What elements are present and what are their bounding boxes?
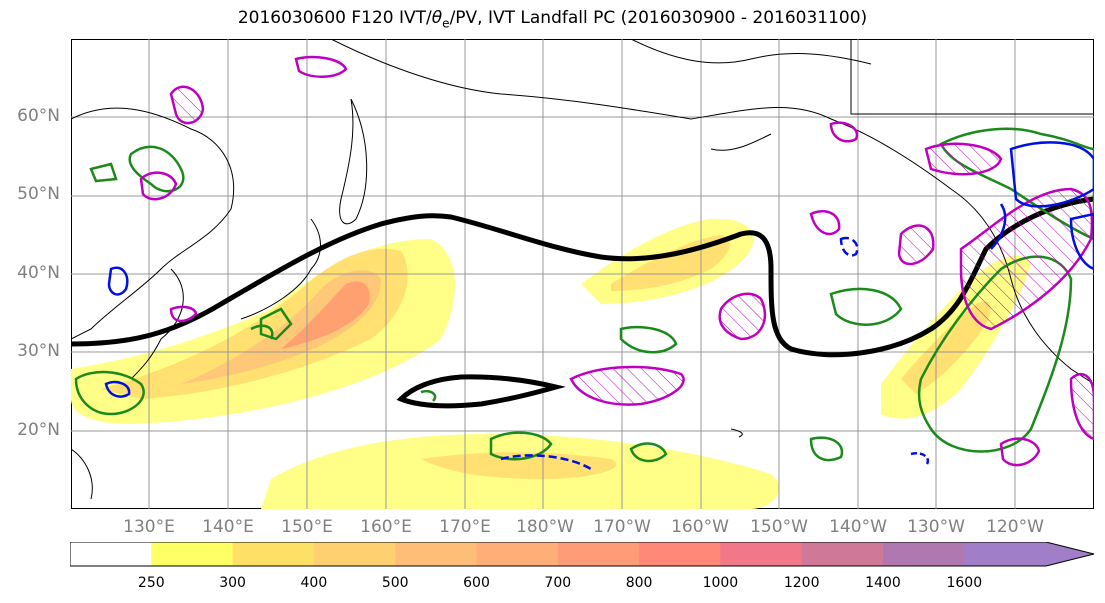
lon-label-170e: 170°E bbox=[439, 517, 491, 537]
colorbar-segment bbox=[557, 542, 640, 566]
colorbar-tick-label: 1200 bbox=[783, 575, 820, 591]
colorbar-tick-label: 700 bbox=[544, 575, 572, 591]
lon-label-160w: 160°W bbox=[671, 517, 729, 537]
colorbar-segment bbox=[639, 542, 721, 566]
colorbar-tick-label: 1400 bbox=[865, 575, 901, 591]
lon-label-180w: 180°W bbox=[516, 517, 574, 537]
colorbar-tick-label: 250 bbox=[137, 575, 165, 591]
colorbar-segment bbox=[801, 542, 884, 566]
lon-label-140w: 140°W bbox=[829, 517, 887, 537]
colorbar-segment bbox=[70, 542, 152, 566]
colorbar-tick-label: 1000 bbox=[702, 575, 739, 591]
ivt-shading bbox=[71, 218, 1031, 509]
lon-label-150e: 150°E bbox=[281, 517, 333, 537]
colorbar-tick-label: 800 bbox=[625, 575, 653, 591]
lon-label-120w: 120°W bbox=[986, 517, 1044, 537]
lat-label-50n: 50°N bbox=[17, 184, 60, 204]
pv-magenta-contours bbox=[139, 55, 1094, 467]
gridlines bbox=[71, 39, 1094, 509]
lat-label-30n: 30°N bbox=[17, 341, 60, 361]
theta-e-contour bbox=[71, 196, 1094, 409]
figure-title: 2016030600 F120 IVT/θe/PV, IVT Landfall … bbox=[0, 8, 1105, 30]
colorbar-segment bbox=[313, 542, 396, 566]
colorbar-segment bbox=[964, 542, 1094, 566]
colorbar-tick-label: 1600 bbox=[946, 575, 983, 591]
lat-label-40n: 40°N bbox=[17, 263, 60, 283]
lon-label-160e: 160°E bbox=[360, 517, 412, 537]
lat-label-20n: 20°N bbox=[17, 420, 60, 440]
colorbar-segment bbox=[232, 542, 315, 566]
colorbar-tick-label: 600 bbox=[463, 575, 490, 591]
colorbar-segment bbox=[720, 542, 803, 566]
colorbar-segment bbox=[883, 542, 965, 566]
lon-label-140e: 140°E bbox=[202, 517, 254, 537]
colorbar-segment bbox=[476, 542, 559, 566]
colorbar-tick-label: 500 bbox=[381, 575, 409, 591]
title-suffix: /PV, IVT Landfall PC (2016030900 - 20160… bbox=[449, 8, 868, 28]
coastlines bbox=[71, 39, 1094, 500]
lon-label-150w: 150°W bbox=[750, 517, 808, 537]
title-theta: θ bbox=[431, 8, 443, 28]
colorbar bbox=[70, 542, 1095, 567]
colorbar-tick-label: 400 bbox=[300, 575, 328, 591]
colorbar-tick-label: 300 bbox=[219, 575, 246, 591]
lon-label-170w: 170°W bbox=[593, 517, 651, 537]
lon-label-130e: 130°E bbox=[123, 517, 175, 537]
map-plot bbox=[71, 39, 1094, 509]
pv-blue-contours bbox=[104, 141, 1094, 471]
colorbar-segment bbox=[395, 542, 477, 566]
lat-label-60n: 60°N bbox=[17, 106, 60, 126]
lon-label-130w: 130°W bbox=[907, 517, 965, 537]
colorbar-segment bbox=[151, 542, 234, 566]
title-sub: e bbox=[442, 16, 450, 31]
title-prefix: 2016030600 F120 IVT/ bbox=[237, 8, 432, 28]
